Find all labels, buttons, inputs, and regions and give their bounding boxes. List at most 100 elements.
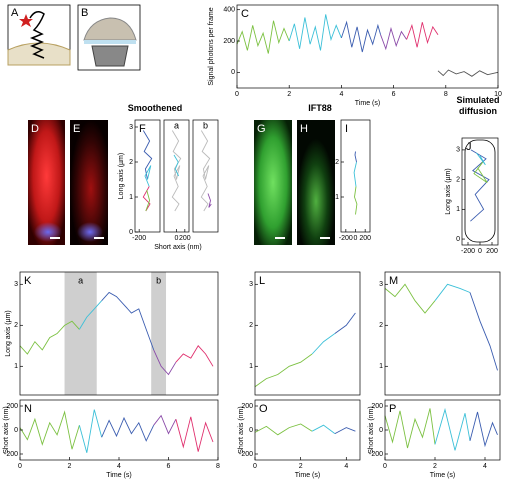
y-tick-label: 200: [223, 38, 235, 45]
y-axis-label: Short axis (nm): [3, 406, 10, 453]
trace: [311, 424, 336, 434]
x-tick-label: -200: [461, 248, 475, 255]
trace: [173, 154, 180, 177]
y-tick-label: 2: [249, 322, 253, 329]
y-tick-label: 400: [223, 7, 235, 14]
x-tick-label: 200: [359, 235, 371, 242]
panel-letter: P: [389, 403, 396, 415]
x-tick-label: 200: [179, 235, 191, 242]
trace: [254, 423, 313, 436]
panel-letter: A: [11, 7, 19, 19]
x-tick-label: 0: [478, 248, 482, 255]
cell-drawing: [83, 17, 137, 41]
trace: [476, 152, 486, 166]
y-tick-label: 1: [456, 206, 460, 213]
y-tick-label: 2: [14, 322, 18, 329]
plot-frame: [254, 271, 361, 396]
panel-letter: O: [259, 403, 268, 415]
y-tick-label: 2: [456, 176, 460, 183]
trace: [353, 161, 357, 187]
x-tick-label: 4: [344, 463, 348, 470]
y-tick-label: -200: [369, 451, 383, 458]
coverslip: [84, 40, 136, 44]
y-tick-label: -200: [4, 451, 18, 458]
x-tick-label: 8: [444, 91, 448, 98]
y-tick-label: 0: [129, 229, 133, 236]
panel-label: b: [203, 120, 208, 130]
trace: [469, 411, 498, 448]
trace: [78, 409, 103, 453]
trace: [334, 427, 356, 434]
panel-letter: G: [257, 123, 266, 135]
y-tick-label: 2: [379, 322, 383, 329]
trace: [171, 130, 182, 212]
protein-drawing: [29, 11, 45, 59]
highlight-band: [151, 272, 167, 395]
membrane: [7, 42, 71, 66]
trace: [354, 186, 358, 215]
x-tick-label: 2: [433, 463, 437, 470]
x-tick-label: 2: [287, 91, 291, 98]
panel-letter: C: [241, 8, 249, 20]
plot-frame: [340, 119, 371, 233]
y-tick-label: 3: [456, 147, 460, 154]
x-axis-label: Time (s): [430, 472, 455, 479]
y-tick-label: 1: [249, 363, 253, 370]
trace: [19, 320, 80, 355]
x-tick-label: 0: [175, 235, 179, 242]
y-tick-label: 200: [241, 403, 253, 410]
panel-letter: N: [24, 403, 32, 415]
x-tick-label: 200: [486, 248, 498, 255]
panel-letter: B: [81, 7, 88, 19]
trace: [175, 345, 214, 367]
x-tick-label: 6: [167, 463, 171, 470]
y-tick-label: 200: [6, 403, 18, 410]
y-tick-label: 0: [231, 69, 235, 76]
panel-letter: J: [466, 141, 472, 153]
panel-letter: F: [139, 123, 146, 135]
plot-frame: [192, 119, 219, 233]
x-axis-label: Time (s): [355, 100, 380, 107]
x-tick-label: 8: [216, 463, 220, 470]
panel-letter: I: [345, 123, 348, 135]
group-title: Smoothened: [127, 103, 183, 113]
scale-bar: [50, 237, 60, 239]
trace: [384, 408, 436, 449]
trace: [200, 130, 211, 212]
y-tick-label: 1: [335, 194, 339, 201]
x-axis-label: Time (s): [106, 472, 131, 479]
panel-label: a: [174, 120, 179, 130]
band-label: a: [78, 275, 83, 285]
trace: [19, 410, 80, 450]
trace: [334, 312, 356, 334]
plot-frame: [384, 271, 501, 396]
y-tick-label: 2: [129, 159, 133, 166]
x-tick-label: 6: [392, 91, 396, 98]
x-tick-label: 0: [235, 91, 239, 98]
trace: [437, 69, 499, 77]
trace: [79, 300, 103, 330]
x-axis-label: Short axis (nm): [154, 244, 201, 251]
plot-frame: [384, 399, 501, 461]
trace: [354, 151, 357, 163]
trace: [207, 193, 212, 208]
trace: [175, 416, 214, 452]
trace: [406, 22, 439, 48]
scale-bar: [275, 237, 285, 239]
trace: [288, 14, 342, 51]
plot-frame: [19, 271, 219, 396]
x-tick-label: 0: [253, 463, 257, 470]
y-axis-label: Signal photons per frame: [208, 7, 215, 85]
trace: [340, 20, 382, 53]
y-tick-label: 3: [379, 281, 383, 288]
x-tick-label: 2: [299, 463, 303, 470]
x-tick-label: 2: [68, 463, 72, 470]
y-tick-label: 1: [129, 194, 133, 201]
micrograph: [297, 120, 335, 245]
y-tick-label: 0: [379, 427, 383, 434]
x-tick-label: 0: [354, 235, 358, 242]
x-axis-label: Time (s): [295, 472, 320, 479]
trace: [384, 283, 436, 314]
x-tick-label: 4: [117, 463, 121, 470]
trace: [101, 291, 155, 351]
